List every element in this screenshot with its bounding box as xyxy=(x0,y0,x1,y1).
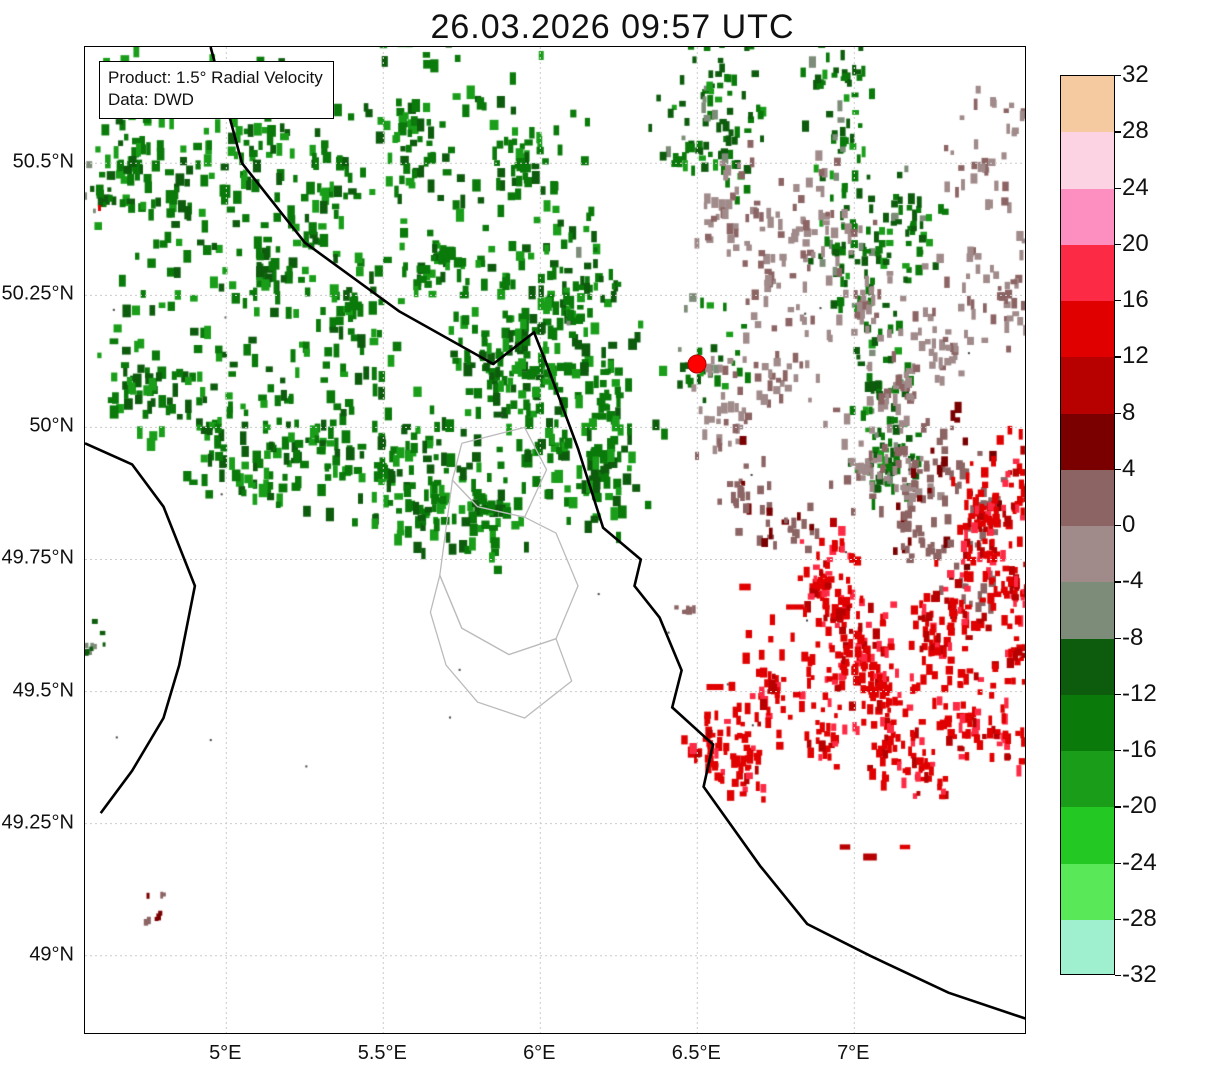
colorbar-tick-label-8: 8 xyxy=(1122,399,1135,427)
colorbar-tick-mark-8 xyxy=(1115,413,1121,414)
colorbar-tick-mark--16 xyxy=(1115,750,1121,751)
colorbar-tick-label-32: 32 xyxy=(1122,61,1149,89)
radar-clutter-canvas xyxy=(85,47,1026,1034)
colorbar-band--20--24 xyxy=(1061,807,1114,863)
colorbar-tick-mark--8 xyxy=(1115,638,1121,639)
colorbar-tick-label-24: 24 xyxy=(1122,174,1149,202)
y-axis-tick-49.25: 49.25°N xyxy=(2,811,75,834)
colorbar-gradient xyxy=(1060,75,1115,975)
x-axis-tick-5.5: 5.5°E xyxy=(358,1042,407,1065)
x-axis-tick-7: 7°E xyxy=(837,1042,869,1065)
colorbar-tick-mark-24 xyxy=(1115,188,1121,189)
colorbar-tick-mark--28 xyxy=(1115,919,1121,920)
y-axis-labels: 50.5°N 50.25°N 50°N 49.75°N 49.5°N 49.25°N 49°… xyxy=(0,46,84,1034)
colorbar-tick-label--4: -4 xyxy=(1122,567,1143,595)
colorbar-band--8--12 xyxy=(1061,639,1114,695)
colorbar-band--12--16 xyxy=(1061,695,1114,751)
colorbar-tick-label-4: 4 xyxy=(1122,455,1135,483)
colorbar-tick-label-12: 12 xyxy=(1122,342,1149,370)
colorbar-band-16-12 xyxy=(1061,301,1114,357)
colorbar-tick-label--20: -20 xyxy=(1122,792,1157,820)
colorbar-tick-mark--12 xyxy=(1115,694,1121,695)
colorbar-band--16--20 xyxy=(1061,751,1114,807)
colorbar-band--4--8 xyxy=(1061,582,1114,638)
colorbar-band-24-20 xyxy=(1061,189,1114,245)
y-axis-tick-49.75: 49.75°N xyxy=(2,547,75,570)
y-axis-tick-49.5: 49.5°N xyxy=(13,679,74,702)
colorbar-tick-mark--24 xyxy=(1115,863,1121,864)
colorbar-tick-mark-32 xyxy=(1115,75,1121,76)
page-title: 26.03.2026 09:57 UTC xyxy=(0,8,1225,47)
colorbar-tick-label-28: 28 xyxy=(1122,117,1149,145)
y-axis-tick-50.25: 50.25°N xyxy=(2,283,75,306)
x-axis-tick-6: 6°E xyxy=(523,1042,555,1065)
colorbar-tick-mark-4 xyxy=(1115,469,1121,470)
colorbar-tick-label--8: -8 xyxy=(1122,624,1143,652)
radar-site-marker[interactable] xyxy=(688,355,707,374)
colorbar-tick-label-20: 20 xyxy=(1122,230,1149,258)
x-axis-tick-6.5: 6.5°E xyxy=(672,1042,721,1065)
colorbar-band-0--4 xyxy=(1061,526,1114,582)
radar-app: 26.03.2026 09:57 UTC Product: 1.5° Radia… xyxy=(0,0,1225,1081)
colorbar-tick-label-0: 0 xyxy=(1122,511,1135,539)
colorbar-tick-label--32: -32 xyxy=(1122,961,1157,989)
colorbar-band-4-0 xyxy=(1061,470,1114,526)
colorbar-tick-mark--4 xyxy=(1115,581,1121,582)
colorbar-tick-mark-16 xyxy=(1115,300,1121,301)
colorbar-tick-mark-12 xyxy=(1115,356,1121,357)
x-axis-tick-5: 5°E xyxy=(209,1042,241,1065)
colorbar-tick-mark-20 xyxy=(1115,244,1121,245)
colorbar-band-12-8 xyxy=(1061,357,1114,413)
map-plot-area[interactable]: Product: 1.5° Radial Velocity Data: DWD xyxy=(84,46,1026,1034)
y-axis-tick-50.5: 50.5°N xyxy=(13,151,74,174)
colorbar-band-32-28 xyxy=(1061,76,1114,132)
colorbar-tick-mark--20 xyxy=(1115,806,1121,807)
colorbar-band-8-4 xyxy=(1061,414,1114,470)
y-axis-tick-50: 50°N xyxy=(29,415,74,438)
product-info-box: Product: 1.5° Radial Velocity Data: DWD xyxy=(99,61,334,119)
colorbar-tick-label--16: -16 xyxy=(1122,736,1157,764)
colorbar-tick-mark-28 xyxy=(1115,131,1121,132)
y-axis-tick-49: 49°N xyxy=(29,943,74,966)
colorbar-tick-mark-0 xyxy=(1115,525,1121,526)
colorbar-tick-label-16: 16 xyxy=(1122,286,1149,314)
colorbar-band--24--28 xyxy=(1061,864,1114,920)
colorbar-tick-label--24: -24 xyxy=(1122,849,1157,877)
colorbar-tick-label--12: -12 xyxy=(1122,680,1157,708)
colorbar-tick-mark--32 xyxy=(1115,975,1121,976)
colorbar-tick-label--28: -28 xyxy=(1122,905,1157,933)
colorbar-band-28-24 xyxy=(1061,132,1114,188)
x-axis-labels: 5°E 5.5°E 6°E 6.5°E 7°E xyxy=(84,1034,1026,1081)
colorbar-band-20-16 xyxy=(1061,245,1114,301)
colorbar-band--28--32 xyxy=(1061,920,1114,975)
